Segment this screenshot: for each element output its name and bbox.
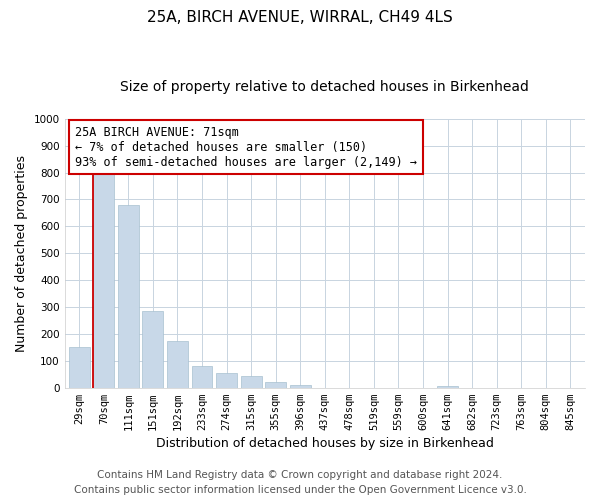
Bar (437, 386, 458, 388)
Bar (265, 382, 286, 388)
Text: 25A, BIRCH AVENUE, WIRRAL, CH49 4LS: 25A, BIRCH AVENUE, WIRRAL, CH49 4LS (147, 10, 453, 25)
Bar (167, 340, 188, 388)
Text: Contains HM Land Registry data © Crown copyright and database right 2024.
Contai: Contains HM Land Registry data © Crown c… (74, 470, 526, 495)
Bar (69, 348, 90, 388)
Bar (241, 376, 262, 388)
Y-axis label: Number of detached properties: Number of detached properties (15, 154, 28, 352)
Bar (94, 166, 114, 388)
Bar (290, 385, 311, 388)
X-axis label: Distribution of detached houses by size in Birkenhead: Distribution of detached houses by size … (156, 437, 494, 450)
Text: 25A BIRCH AVENUE: 71sqm
← 7% of detached houses are smaller (150)
93% of semi-de: 25A BIRCH AVENUE: 71sqm ← 7% of detached… (75, 126, 417, 168)
Bar (216, 373, 237, 388)
Bar (142, 311, 163, 388)
Title: Size of property relative to detached houses in Birkenhead: Size of property relative to detached ho… (121, 80, 529, 94)
Bar (118, 205, 139, 388)
Bar (191, 366, 212, 388)
